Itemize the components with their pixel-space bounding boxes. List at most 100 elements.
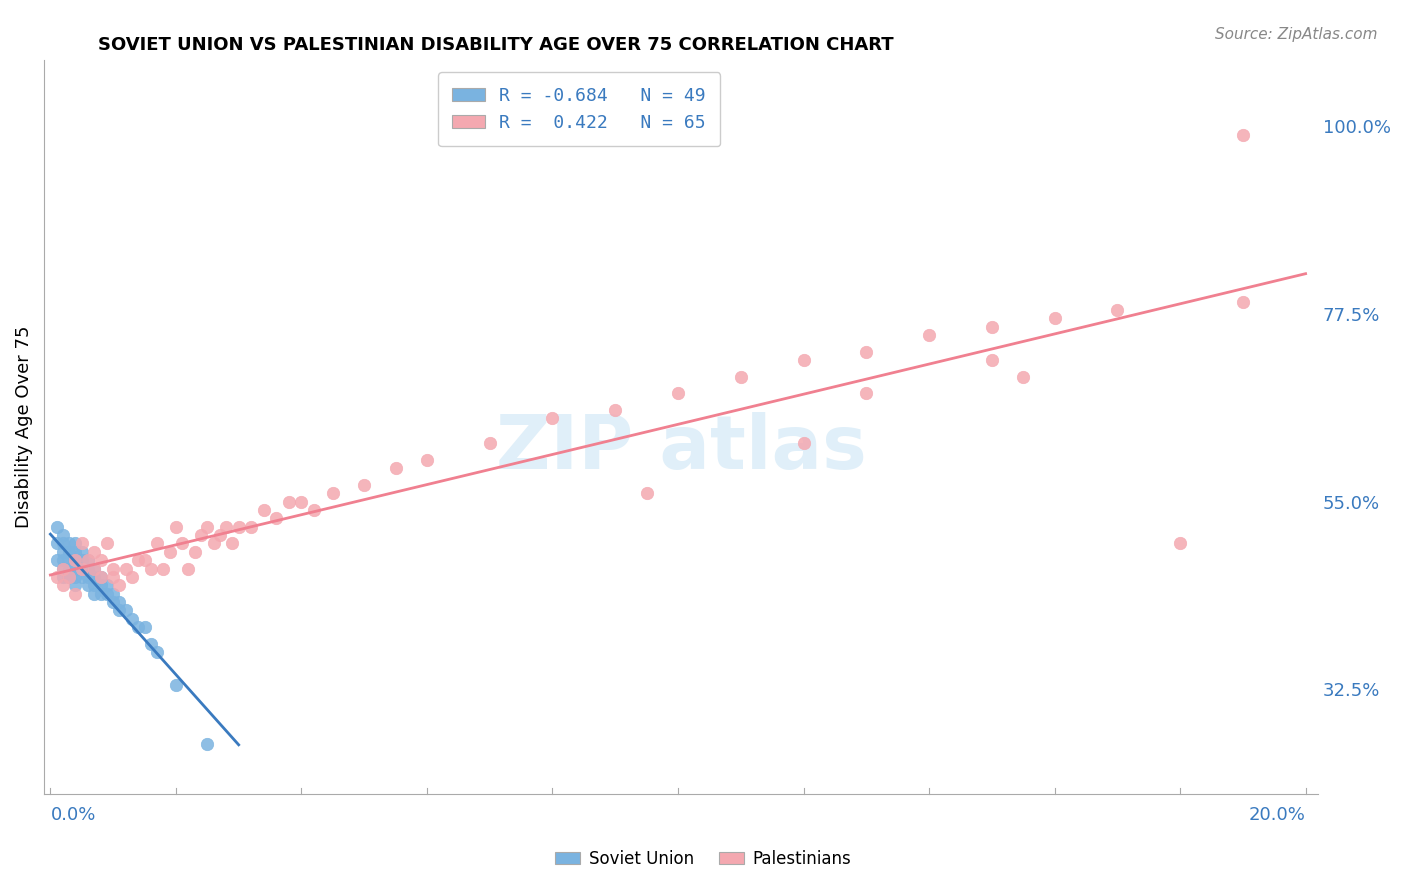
- Point: [139, 561, 162, 575]
- Point: [52, 536, 75, 550]
- Point: [1232, 294, 1254, 309]
- Point: [541, 411, 564, 425]
- Point: [302, 503, 325, 517]
- Point: [195, 737, 218, 751]
- Point: [70, 561, 93, 575]
- Point: [855, 344, 877, 359]
- Point: [172, 536, 194, 550]
- Point: [83, 545, 105, 559]
- Point: [96, 536, 118, 550]
- Point: [101, 570, 124, 584]
- Point: [1043, 311, 1066, 326]
- Point: [146, 645, 169, 659]
- Point: [77, 553, 100, 567]
- Point: [45, 536, 67, 550]
- Point: [121, 570, 143, 584]
- Point: [202, 536, 225, 550]
- Point: [83, 570, 105, 584]
- Point: [65, 553, 87, 567]
- Point: [90, 570, 112, 584]
- Point: [96, 586, 118, 600]
- Point: [101, 595, 124, 609]
- Point: [165, 520, 187, 534]
- Point: [266, 511, 288, 525]
- Point: [165, 678, 187, 692]
- Point: [58, 553, 80, 567]
- Point: [1168, 536, 1191, 550]
- Point: [52, 561, 75, 575]
- Point: [159, 545, 181, 559]
- Point: [108, 578, 131, 592]
- Point: [58, 561, 80, 575]
- Point: [52, 545, 75, 559]
- Point: [52, 570, 75, 584]
- Point: [1107, 302, 1129, 317]
- Point: [77, 570, 100, 584]
- Point: [108, 603, 131, 617]
- Point: [792, 353, 814, 368]
- Point: [855, 386, 877, 401]
- Point: [478, 436, 501, 450]
- Point: [65, 561, 87, 575]
- Point: [127, 553, 149, 567]
- Point: [184, 545, 207, 559]
- Point: [221, 536, 243, 550]
- Text: 0.0%: 0.0%: [51, 806, 96, 824]
- Point: [90, 578, 112, 592]
- Point: [90, 553, 112, 567]
- Point: [108, 595, 131, 609]
- Point: [52, 553, 75, 567]
- Point: [636, 486, 658, 500]
- Y-axis label: Disability Age Over 75: Disability Age Over 75: [15, 326, 32, 528]
- Point: [980, 353, 1002, 368]
- Point: [215, 520, 238, 534]
- Point: [605, 403, 627, 417]
- Point: [77, 561, 100, 575]
- Point: [152, 561, 174, 575]
- Point: [980, 319, 1002, 334]
- Point: [177, 561, 200, 575]
- Point: [45, 553, 67, 567]
- Point: [134, 620, 156, 634]
- Text: ZIP atlas: ZIP atlas: [496, 412, 866, 485]
- Point: [70, 545, 93, 559]
- Point: [121, 611, 143, 625]
- Point: [127, 620, 149, 634]
- Point: [1012, 369, 1035, 384]
- Point: [90, 570, 112, 584]
- Point: [1232, 128, 1254, 142]
- Point: [190, 528, 212, 542]
- Point: [666, 386, 689, 401]
- Point: [90, 586, 112, 600]
- Point: [96, 578, 118, 592]
- Text: Source: ZipAtlas.com: Source: ZipAtlas.com: [1215, 27, 1378, 42]
- Point: [228, 520, 250, 534]
- Point: [70, 570, 93, 584]
- Point: [83, 586, 105, 600]
- Point: [792, 436, 814, 450]
- Point: [70, 553, 93, 567]
- Text: SOVIET UNION VS PALESTINIAN DISABILITY AGE OVER 75 CORRELATION CHART: SOVIET UNION VS PALESTINIAN DISABILITY A…: [98, 36, 894, 54]
- Point: [52, 578, 75, 592]
- Point: [70, 536, 93, 550]
- Point: [114, 561, 136, 575]
- Point: [101, 586, 124, 600]
- Point: [730, 369, 752, 384]
- Point: [77, 578, 100, 592]
- Point: [83, 561, 105, 575]
- Point: [918, 327, 941, 342]
- Point: [83, 578, 105, 592]
- Point: [65, 545, 87, 559]
- Point: [45, 570, 67, 584]
- Point: [65, 536, 87, 550]
- Point: [58, 570, 80, 584]
- Point: [45, 520, 67, 534]
- Point: [65, 586, 87, 600]
- Point: [290, 495, 312, 509]
- Point: [65, 570, 87, 584]
- Point: [277, 495, 299, 509]
- Point: [70, 561, 93, 575]
- Legend: R = -0.684   N = 49, R =  0.422   N = 65: R = -0.684 N = 49, R = 0.422 N = 65: [439, 72, 720, 146]
- Point: [65, 578, 87, 592]
- Point: [146, 536, 169, 550]
